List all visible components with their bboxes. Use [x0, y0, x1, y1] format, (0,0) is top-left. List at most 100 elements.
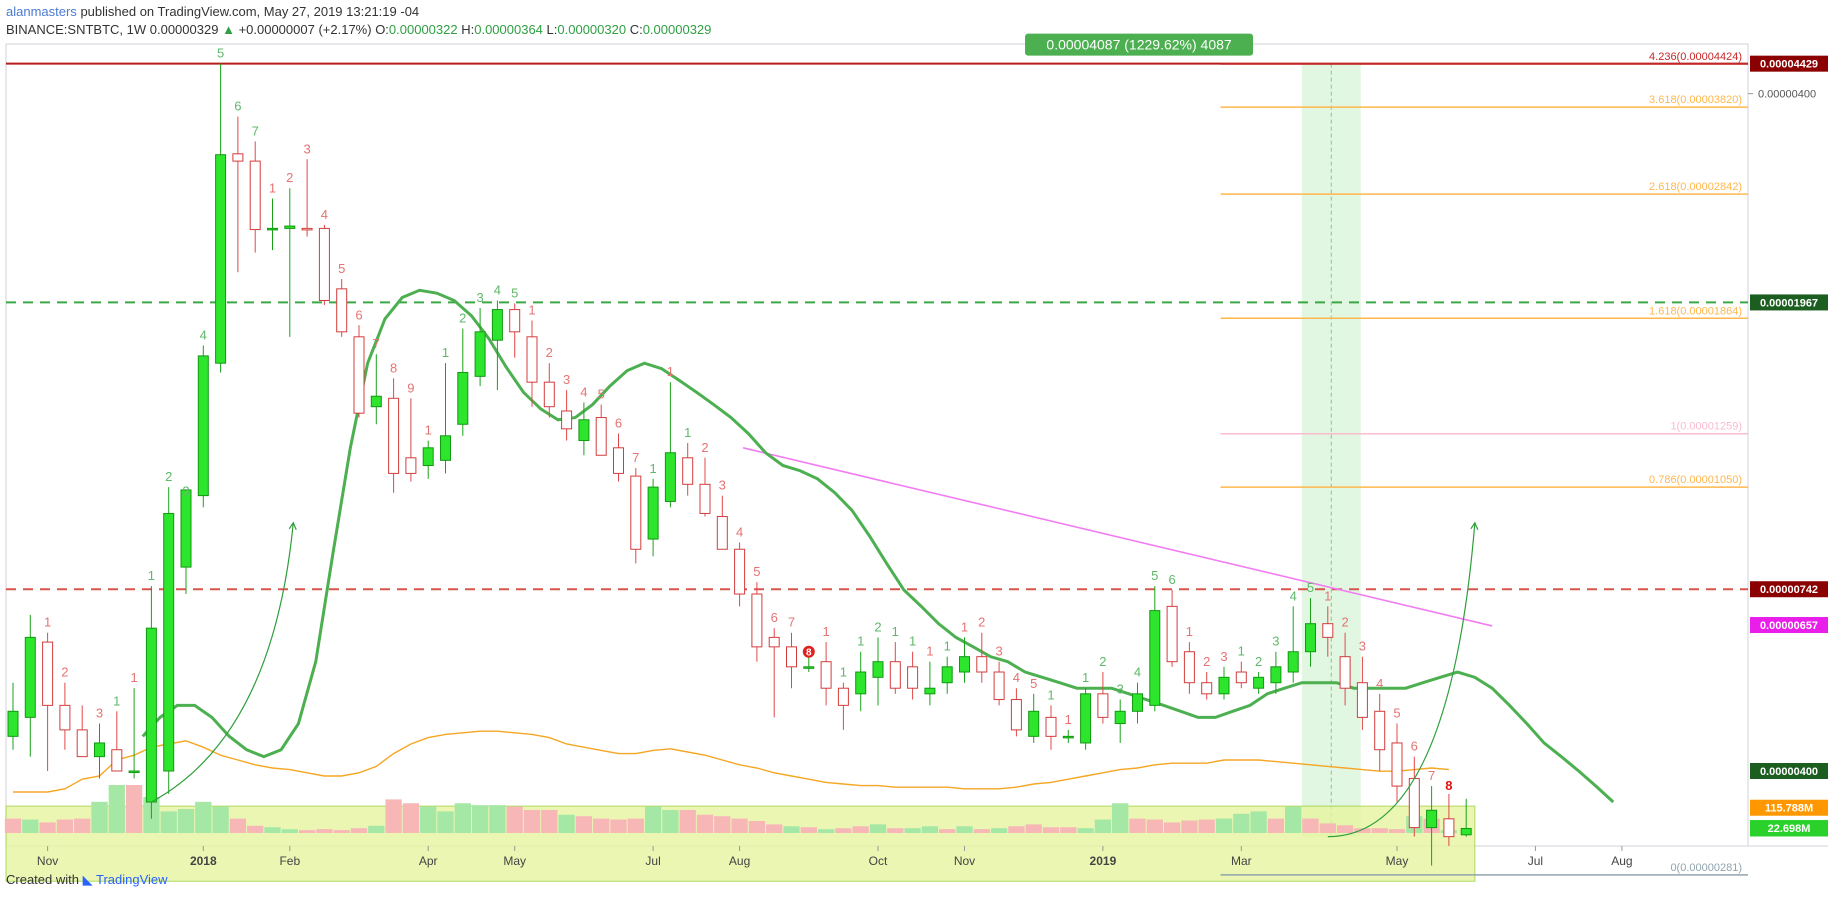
td-count-label: 1: [926, 644, 933, 659]
volume-bar: [74, 818, 91, 833]
td-count-label: 1: [1186, 624, 1193, 639]
td-count-label: 1: [1324, 588, 1331, 603]
td-count-label: 1: [944, 639, 951, 654]
volume-bar: [298, 830, 316, 833]
candle-body: [1339, 656, 1351, 689]
volume-bar: [1388, 829, 1406, 833]
volume-bar: [56, 819, 74, 833]
candle-body: [474, 331, 486, 377]
candle-body: [1408, 777, 1420, 829]
candle-body: [595, 417, 607, 456]
volume-bar: [956, 826, 973, 833]
candle-body: [353, 336, 365, 414]
candle-body: [388, 397, 400, 474]
tradingview-link[interactable]: TradingView: [96, 872, 168, 887]
setup-badge-label: 8: [806, 648, 812, 659]
candle-body: [1097, 693, 1109, 718]
x-tick-label: Aug: [1611, 854, 1632, 868]
td-count-label: 1: [667, 364, 674, 379]
candle-body: [1305, 623, 1316, 653]
td-count-label: 6: [1411, 739, 1418, 754]
volume-bar: [385, 799, 402, 833]
last-price: 0.00000329: [149, 22, 219, 37]
volume-bar: [212, 806, 229, 833]
symbol-line: BINANCE:SNTBTC, 1W 0.00000329 ▲ +0.00000…: [6, 22, 711, 37]
x-tick-label: Oct: [869, 854, 888, 868]
td-count-label: 2: [701, 440, 708, 455]
price-tag-label: 115.788M: [1765, 803, 1813, 815]
x-tick-label: May: [1386, 854, 1409, 868]
volume-bar: [523, 809, 541, 833]
td-count-label: 6: [771, 610, 778, 625]
volume-bar: [1060, 827, 1077, 833]
candle-body: [1010, 699, 1022, 731]
volume-bar: [627, 818, 644, 833]
price-tag-label: 0.00004429: [1760, 59, 1818, 71]
volume-bar: [1336, 825, 1354, 833]
volume-bar: [575, 816, 593, 833]
td-count-label: 2: [546, 345, 553, 360]
candle-body: [820, 661, 832, 689]
candle-body: [440, 435, 451, 461]
volume-bar: [160, 811, 177, 833]
x-tick-label: Nov: [37, 854, 58, 868]
volume-bar: [800, 827, 817, 833]
volume-bar: [489, 805, 506, 833]
td-count-label: 2: [874, 619, 881, 634]
x-tick-label: Nov: [954, 854, 975, 868]
candle-body: [924, 687, 936, 695]
td-count-label: 1: [840, 665, 847, 680]
candle-body: [509, 309, 521, 333]
price-tag-bg: [1750, 820, 1828, 837]
candle-body: [959, 656, 970, 673]
high-label: H:: [461, 22, 475, 37]
candle-body: [941, 666, 953, 684]
candle-body: [163, 512, 175, 772]
volume-bar: [1112, 803, 1129, 833]
close-value: 0.00000329: [642, 22, 712, 37]
volume-bar: [125, 785, 143, 833]
author-link[interactable]: alanmasters: [6, 4, 77, 19]
price-tag-bg: [1750, 617, 1828, 634]
fib-level-label: 1(0.00001259): [1670, 421, 1742, 433]
candle-body: [1045, 716, 1057, 737]
volume-bar: [1285, 806, 1302, 833]
low-label: L:: [546, 22, 558, 37]
td-count-label: 1: [1065, 712, 1072, 727]
volume-bar: [281, 829, 298, 833]
td-count-label: 7: [632, 450, 639, 465]
price-change: +0.00000007 (+2.17%): [238, 22, 372, 37]
volume-bar: [541, 809, 558, 833]
td-count-label: 8: [1445, 778, 1452, 793]
volume-bar: [1077, 828, 1094, 833]
candle-body: [1062, 735, 1074, 739]
td-count-label: 4: [1376, 676, 1383, 691]
fib-level-label: 0(0.00000281): [1670, 862, 1742, 874]
projection-arc-left: [151, 522, 294, 803]
volume-bar: [1250, 811, 1267, 833]
candle-body: [1322, 623, 1334, 638]
td-count-label: 2: [165, 469, 172, 484]
candle-body: [1149, 610, 1161, 706]
candle-body: [561, 410, 573, 430]
td-count-label: 5: [1307, 580, 1314, 595]
candle-body: [1166, 605, 1178, 663]
x-tick-label: 2018: [190, 854, 217, 868]
td-count-label: 3: [1220, 649, 1227, 664]
candle-body: [1391, 742, 1403, 787]
candle-body: [1183, 651, 1195, 684]
volume-bar: [1198, 819, 1215, 833]
volume-bar: [1233, 813, 1250, 833]
candle-body: [889, 661, 901, 689]
td-count-label: 2: [61, 665, 68, 680]
candle-body: [1374, 710, 1386, 751]
candle-body: [249, 160, 261, 231]
moving-average-line: [141, 288, 1615, 804]
symbol-name[interactable]: BINANCE:SNTBTC, 1W: [6, 22, 147, 37]
td-count-label: 8: [390, 360, 397, 375]
volume-bar: [817, 829, 835, 833]
volume-bar: [990, 828, 1008, 833]
volume-bar: [39, 822, 56, 833]
volume-bar: [662, 809, 679, 833]
